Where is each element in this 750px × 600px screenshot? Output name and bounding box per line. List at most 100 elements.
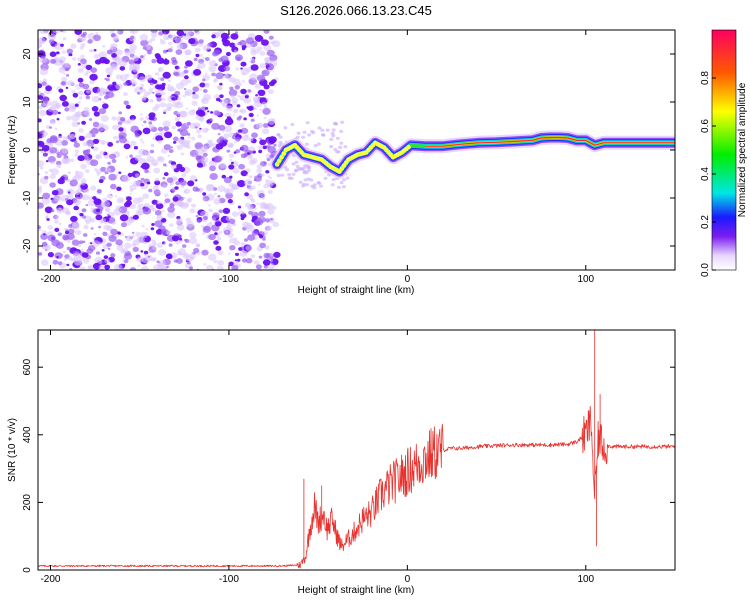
noise-speck [182,244,187,248]
noise-speck [96,208,100,213]
noise-speck [267,66,275,72]
noise-speck [154,220,163,228]
noise-speck [333,147,338,152]
noise-speck [77,63,81,66]
noise-speck [263,203,271,210]
noise-speck [256,190,265,197]
colorbar-ticks: 0.0 0.2 0.4 0.6 0.8 [700,71,716,277]
noise-speck [86,248,94,254]
noise-speck [218,209,223,214]
noise-speck [111,53,117,58]
noise-speck [158,249,167,256]
noise-speck [305,183,310,187]
noise-speck [247,156,253,160]
noise-speck [257,89,266,97]
noise-speck [231,211,239,217]
noise-speck [219,82,223,86]
noise-speck [61,50,66,54]
noise-speck [91,146,94,149]
noise-speck [89,73,98,81]
noise-speck [141,224,145,228]
noise-speck [150,159,159,167]
noise-speck [118,136,127,144]
noise-speck [171,125,176,130]
noise-speck [191,109,196,113]
noise-speck [150,144,155,148]
noise-speck [203,215,208,221]
noise-speck [209,173,218,180]
noise-speck [266,49,275,57]
noise-speck [44,175,49,180]
noise-speck [263,235,266,239]
noise-speck [69,189,73,193]
noise-speck [139,83,145,88]
noise-speck [50,209,55,213]
noise-speck [77,77,84,83]
noise-speck [131,234,135,238]
noise-speck [38,202,44,209]
noise-speck [307,133,312,137]
noise-speck [123,100,129,106]
noise-speck [151,239,156,243]
noise-speck [196,84,200,87]
noise-speck [104,167,112,173]
noise-speck [54,127,58,131]
noise-speck [120,222,127,228]
noise-speck [176,224,185,231]
noise-speck [208,208,213,213]
noise-speck [80,163,87,170]
noise-speck [175,82,185,90]
noise-speck [240,127,249,134]
noise-speck [62,250,67,254]
noise-speck [107,161,111,165]
noise-speck [218,124,226,131]
noise-speck [250,198,256,203]
noise-speck [40,233,48,240]
noise-speck [223,73,229,79]
noise-speck [236,56,242,61]
x-tick-label: 0 [405,574,411,585]
noise-speck [174,37,183,44]
noise-speck [215,221,222,227]
noise-speck [129,267,137,270]
noise-speck [241,134,250,141]
noise-speck [249,73,258,81]
noise-speck [225,51,231,57]
noise-speck [191,203,196,208]
noise-speck [148,121,153,125]
noise-speck [336,150,341,154]
noise-speck [202,89,208,93]
x-tick-label: 100 [577,574,594,585]
noise-speck [259,235,264,239]
noise-speck [147,75,151,78]
noise-speck [175,258,183,264]
noise-speck [302,166,306,170]
noise-speck [44,101,48,104]
noise-speck [162,176,166,180]
y-tick-label: 600 [22,358,33,375]
noise-speck [42,78,48,82]
noise-speck [131,231,135,234]
noise-speck [177,138,184,144]
noise-speck [240,88,247,95]
noise-speck [101,249,105,252]
noise-speck [199,187,204,192]
noise-speck [48,168,53,172]
noise-speck [137,91,141,95]
noise-speck [170,146,174,149]
noise-speck [143,254,147,257]
noise-speck [263,105,268,109]
noise-speck [109,153,117,160]
noise-speck [229,158,233,162]
noise-speck [85,204,89,207]
noise-speck [230,33,239,40]
noise-speck [61,148,69,154]
noise-speck [258,255,263,259]
noise-speck [250,185,256,190]
noise-speck [200,225,204,228]
colorbar-tick-label: 0.6 [700,119,711,133]
noise-speck [148,124,155,129]
noise-speck [113,135,118,140]
noise-speck [140,88,146,93]
noise-speck [71,90,76,94]
